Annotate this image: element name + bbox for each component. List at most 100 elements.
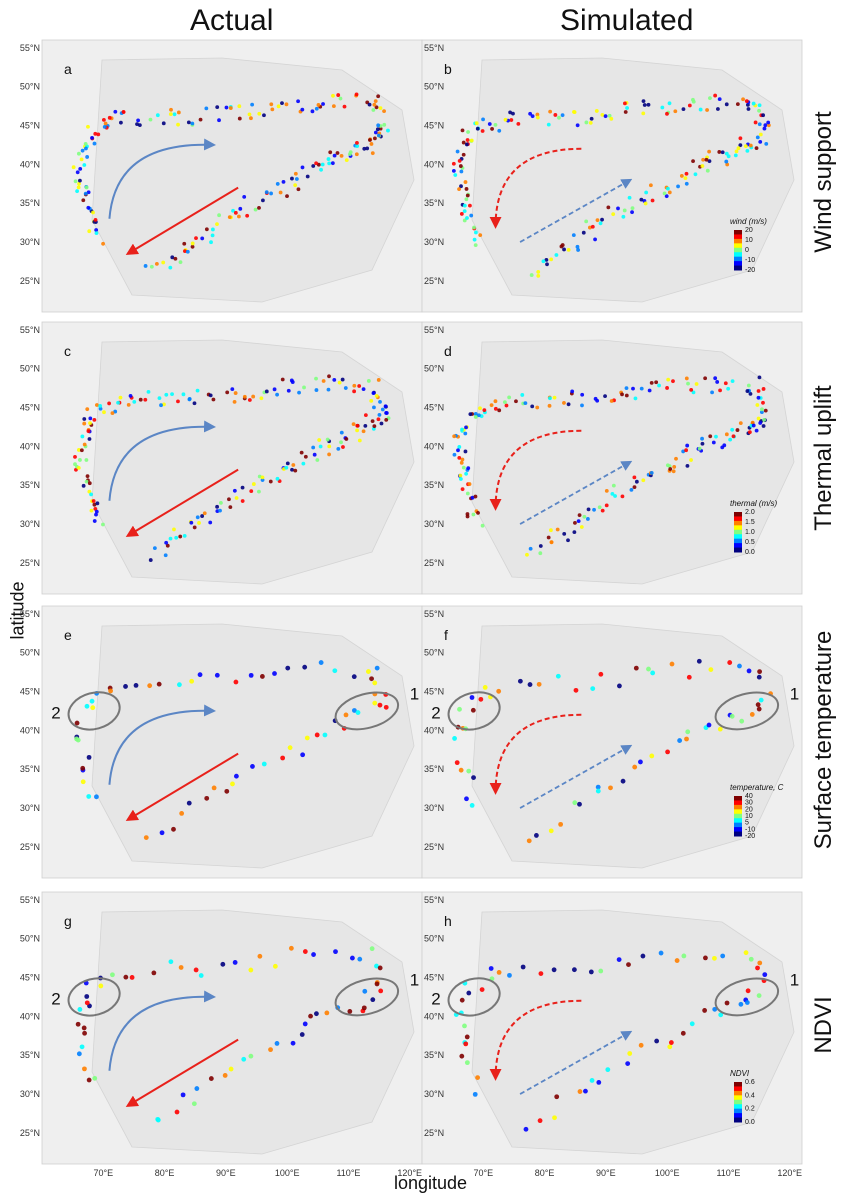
track-point <box>454 760 460 766</box>
track-point <box>689 388 694 392</box>
track-point <box>530 404 535 409</box>
track-point <box>646 666 651 672</box>
track-point <box>371 391 376 396</box>
legend-swatch <box>734 818 742 824</box>
track-point <box>85 407 90 412</box>
legend-swatch <box>734 529 742 535</box>
track-point <box>666 186 670 191</box>
lon-tick-label: 80°E <box>535 1168 555 1178</box>
track-point <box>593 237 597 242</box>
track-point <box>473 412 478 416</box>
legend-tick-label: 20 <box>745 227 753 234</box>
track-point <box>639 197 644 202</box>
track-point <box>630 210 634 215</box>
track-point <box>77 448 81 452</box>
track-point <box>202 511 207 516</box>
track-point <box>299 450 304 455</box>
track-point <box>280 101 284 106</box>
lat-tick-label: 55°N <box>20 325 40 335</box>
track-point <box>370 419 375 424</box>
track-point <box>361 1005 367 1011</box>
track-point <box>467 482 472 486</box>
track-point <box>342 104 347 109</box>
track-point <box>717 97 722 102</box>
track-point <box>293 468 298 473</box>
track-point <box>668 467 673 471</box>
track-point <box>603 114 608 119</box>
track-point <box>369 142 374 146</box>
track-point <box>185 249 190 254</box>
track-point <box>138 397 143 402</box>
legend-swatch <box>734 247 742 253</box>
legend-swatch <box>734 534 742 540</box>
track-point <box>317 438 322 442</box>
track-point <box>451 168 456 173</box>
track-point <box>588 121 593 125</box>
track-point <box>508 110 513 115</box>
track-point <box>502 400 507 405</box>
track-point <box>466 990 472 996</box>
track-point <box>159 403 163 408</box>
track-point <box>577 513 582 518</box>
track-point <box>228 505 233 510</box>
track-point <box>685 443 690 448</box>
track-point <box>123 974 129 980</box>
legend-swatch <box>734 1082 742 1087</box>
track-point <box>693 172 698 177</box>
track-point <box>620 494 625 499</box>
track-point <box>766 120 771 125</box>
track-point <box>355 140 359 145</box>
track-point <box>762 972 768 978</box>
legend-tick-label: -10 <box>745 257 755 264</box>
track-point <box>339 440 343 445</box>
track-point <box>269 191 273 196</box>
track-point <box>311 445 316 450</box>
legend-tick-label: 0.0 <box>745 1119 755 1126</box>
track-point <box>288 945 294 951</box>
panel-d: d55°N 50°N 45°N 40°N 35°N 30°N 25°N thermal (m/… <box>421 321 803 595</box>
track-point <box>340 377 345 382</box>
track-point <box>684 181 689 186</box>
track-point <box>705 168 710 173</box>
track-point <box>724 159 729 164</box>
track-point <box>480 129 485 133</box>
track-point <box>572 530 577 534</box>
track-point <box>757 103 762 108</box>
track-point <box>632 485 637 490</box>
track-point <box>759 410 764 415</box>
track-point <box>764 142 769 146</box>
track-point <box>351 674 357 680</box>
legend-title: NDVI <box>730 1069 750 1078</box>
track-point <box>600 217 604 222</box>
track-point <box>168 536 173 541</box>
track-point <box>623 110 628 114</box>
track-point <box>172 112 177 117</box>
track-point <box>300 165 305 170</box>
track-point <box>168 112 173 116</box>
track-point <box>84 703 90 709</box>
track-point <box>456 448 460 453</box>
legend-tick-label: 40 <box>745 793 753 800</box>
track-point <box>82 163 87 167</box>
lon-tick-label: 120°E <box>777 1168 802 1178</box>
track-point <box>240 499 245 503</box>
track-point <box>746 107 751 111</box>
legend-tick-label: 1.0 <box>745 529 755 536</box>
track-point <box>343 386 348 390</box>
track-point <box>285 665 291 671</box>
track-point <box>386 128 390 133</box>
track-point <box>589 1078 595 1083</box>
track-point <box>646 102 651 107</box>
track-point <box>462 209 467 214</box>
lat-tick-label: 50°N <box>424 82 444 92</box>
track-point <box>228 1066 234 1072</box>
track-point <box>529 273 534 277</box>
track-point <box>164 392 169 397</box>
track-point <box>257 111 262 116</box>
track-point <box>178 260 183 265</box>
track-point <box>352 389 357 394</box>
track-point <box>89 698 95 704</box>
track-point <box>257 205 261 210</box>
track-point <box>362 988 368 994</box>
track-point <box>555 527 560 532</box>
